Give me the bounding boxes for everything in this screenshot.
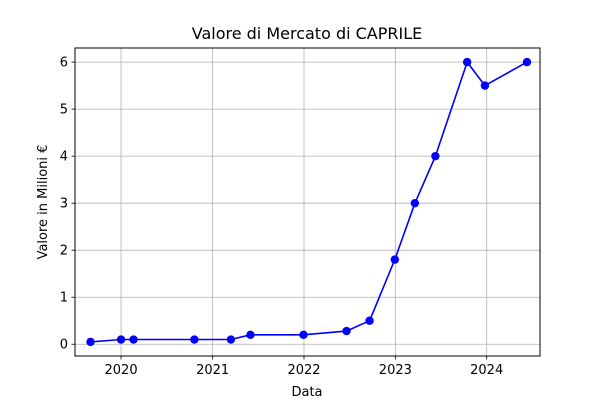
y-tick-label: 1 bbox=[60, 291, 68, 306]
data-point bbox=[365, 316, 374, 325]
series-group bbox=[86, 57, 532, 347]
x-tick-label: 2023 bbox=[379, 363, 412, 378]
y-tick-label: 0 bbox=[60, 338, 68, 353]
y-tick-label: 5 bbox=[60, 103, 68, 118]
data-point bbox=[390, 255, 400, 264]
data-point bbox=[462, 57, 472, 67]
data-point bbox=[410, 198, 420, 208]
grid bbox=[75, 48, 540, 356]
x-tick-label: 2022 bbox=[287, 363, 320, 378]
ticks: 2020 2021 2022 2023 2024 0 1 2 3 4 5 6 bbox=[60, 56, 504, 378]
x-tick-label: 2020 bbox=[105, 363, 138, 378]
x-tick-label: 2024 bbox=[470, 363, 503, 378]
data-point bbox=[116, 335, 126, 344]
y-tick-label: 3 bbox=[60, 197, 68, 212]
data-point bbox=[431, 151, 440, 161]
data-point bbox=[299, 330, 308, 340]
chart-title: Valore di Mercato di CAPRILE bbox=[192, 24, 423, 43]
x-tick-label: 2021 bbox=[196, 363, 229, 378]
plot-background bbox=[75, 48, 540, 356]
y-tick-label: 6 bbox=[60, 56, 68, 71]
data-point bbox=[190, 335, 199, 344]
data-point bbox=[246, 330, 255, 340]
data-point bbox=[522, 57, 532, 67]
data-point bbox=[226, 335, 236, 344]
y-axis-label: Valore in Milioni € bbox=[36, 145, 51, 260]
data-point bbox=[342, 326, 351, 336]
data-point bbox=[480, 81, 490, 90]
data-point bbox=[129, 335, 138, 344]
y-tick-label: 2 bbox=[60, 244, 68, 259]
y-tick-label: 4 bbox=[60, 150, 68, 165]
x-axis-label: Data bbox=[291, 385, 322, 400]
data-point bbox=[86, 337, 95, 347]
plot-frame bbox=[74, 47, 541, 357]
